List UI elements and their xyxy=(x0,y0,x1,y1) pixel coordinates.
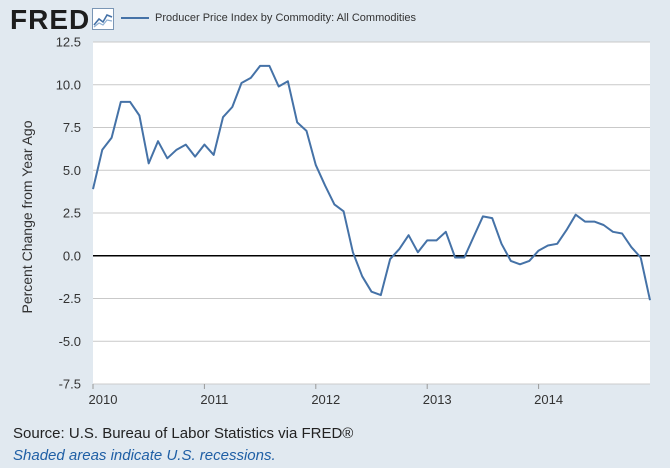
y-tick-label: 12.5 xyxy=(56,35,81,50)
series-line-ppi-tail xyxy=(639,257,651,301)
x-tick-label: 2011 xyxy=(200,392,228,407)
legend-label: Producer Price Index by Commodity: All C… xyxy=(155,12,417,24)
x-axis-ticks: 2010 2011 2012 2013 2014 xyxy=(89,384,563,407)
y-tick-label: 5.0 xyxy=(63,163,81,178)
x-tick-label: 2012 xyxy=(311,392,340,407)
fred-logo[interactable]: FRED xyxy=(10,4,91,35)
legend-swatch xyxy=(121,17,149,19)
y-tick-label: -5.0 xyxy=(59,334,81,349)
line-chart[interactable]: 12.510.07.55.02.50.0-2.5-5.0-7.5 2010 201… xyxy=(0,0,670,420)
series-line-ppi xyxy=(92,64,642,297)
line-chart-icon xyxy=(92,8,114,30)
chart-legend[interactable]: Producer Price Index by Commodity: All C… xyxy=(121,10,416,26)
y-tick-label: -2.5 xyxy=(59,291,81,306)
x-tick-label: 2013 xyxy=(423,392,452,407)
y-axis-ticks: 12.5 10.0 7.5 5.0 2.5 0.0 -2.5 -5.0 -7.5 xyxy=(56,35,81,392)
recession-note[interactable]: Shaded areas indicate U.S. recessions. xyxy=(13,447,276,464)
x-tick-label: 2010 xyxy=(89,392,118,407)
header: FRED Producer Price Index by Commodity: … xyxy=(0,0,670,40)
y-tick-label: 10.0 xyxy=(56,77,81,92)
y-tick-label: 2.5 xyxy=(63,206,81,221)
x-tick-label: 2014 xyxy=(534,392,563,407)
source-note: Source: U.S. Bureau of Labor Statistics … xyxy=(13,425,354,442)
y-axis-label: Percent Change from Year Ago xyxy=(19,120,35,313)
y-tick-label: -7.5 xyxy=(59,377,81,392)
y-tick-label: 0.0 xyxy=(63,248,81,263)
y-tick-label: 7.5 xyxy=(63,120,81,135)
